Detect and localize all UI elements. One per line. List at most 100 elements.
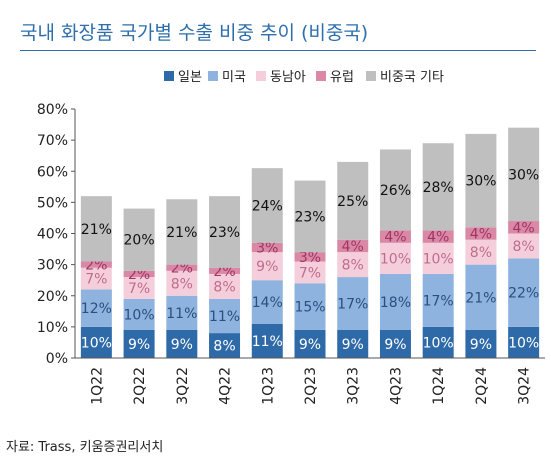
bar-segment [422,242,454,274]
bar-segment [251,252,283,281]
data-label: 8% [213,279,235,295]
y-tick-label: 30% [37,258,68,274]
bar-segment [337,277,369,330]
bar-segment [465,227,497,240]
data-label: 20% [124,233,155,249]
data-label: 30% [465,174,496,190]
data-label: 17% [337,297,368,313]
y-tick-label: 10% [37,320,68,336]
bar-segment [465,264,497,330]
data-label: 10% [423,251,454,267]
data-label: 23% [209,225,240,241]
bar-segment [379,149,411,231]
data-label: 17% [423,293,454,309]
data-label: 15% [294,300,325,316]
data-label: 26% [380,183,411,199]
data-label: 11% [166,306,197,322]
bar-segment [166,329,198,358]
data-label: 9% [171,337,193,353]
bar-segment [508,233,540,259]
x-tick-label: 3Q23 [346,367,362,405]
bar-segment [337,329,369,358]
legend-swatch [164,71,174,81]
data-label: 8% [470,245,492,261]
bar-segment [123,270,155,278]
bar-segment [422,326,454,358]
bar-segment [123,208,155,271]
data-label: 10% [423,335,454,351]
bar-segment [251,280,283,324]
x-tick-label: 4Q23 [388,367,404,405]
legend-label: 일본 [178,70,202,85]
bar-segment [209,196,241,268]
bar-segment [337,161,369,240]
bar-segment [422,230,454,243]
bar-segment [465,133,497,228]
data-label: 7% [128,281,150,297]
bar-segment [422,273,454,327]
bar-segment [294,283,326,330]
bar-segment [379,329,411,358]
bar-segment [465,329,497,358]
x-tick-label: 2Q24 [474,367,490,405]
data-label: 21% [465,290,496,306]
data-label: 8% [171,276,193,292]
data-label: 30% [508,167,539,183]
legend-swatch [316,71,326,81]
data-label: 21% [166,225,197,241]
bar-segment [508,326,540,358]
data-label: 9% [299,337,321,353]
data-label: 3% [299,250,321,266]
x-tick-label: 2Q23 [303,367,319,405]
x-tick-label: 1Q24 [431,367,447,405]
y-tick-label: 0% [46,351,68,367]
data-label: 22% [508,286,539,302]
data-label: 11% [209,309,240,325]
bar-segment [294,252,326,262]
data-label: 7% [85,272,107,288]
data-label: 10% [81,335,112,351]
data-label: 24% [252,198,283,214]
data-label: 4% [384,230,406,246]
legend-label: 미국 [222,70,246,85]
data-label: 9% [128,337,150,353]
bar-segment [379,273,411,330]
bar-segment [294,261,326,284]
data-label: 25% [337,194,368,210]
data-label: 2% [85,258,107,274]
bar-segment [508,221,540,234]
legend-swatch [208,71,218,81]
legend-label: 동남아 [270,70,306,85]
bar-segment [209,333,241,358]
bar-segment [294,329,326,358]
stacked-bar-chart: 일본 미국 동남아 유럽 비중국 기타 0% 10% 20% 30% 40% 50% 60% 70% 80… [37,70,545,405]
legend-swatch [256,71,266,81]
bar-segment [166,264,198,271]
bar-segment [337,252,369,278]
data-label: 2% [213,264,235,280]
bar-segment [80,267,112,290]
data-label: 8% [213,339,235,355]
legend-swatch [366,71,376,81]
x-tick-label: 2Q22 [132,367,148,405]
bar-segment [379,242,411,274]
bar-segment [80,289,112,327]
bar-segment [123,329,155,358]
bar-segment [337,239,369,253]
bar-segment [379,230,411,243]
data-label: 11% [252,334,283,350]
bar-segment [80,326,112,358]
x-tick-label: 1Q23 [260,367,276,405]
chart-title: 국내 화장품 국가별 수출 비중 추이 (비중국) [20,22,369,44]
x-tick-label: 3Q22 [175,367,191,405]
y-tick-label: 40% [37,227,68,243]
bar-segment [80,196,112,262]
data-label: 2% [171,261,193,277]
x-tick-label: 4Q22 [218,367,234,405]
data-label: 7% [299,265,321,281]
data-label: 2% [128,267,150,283]
data-label: 21% [81,222,112,238]
y-tick-label: 80% [37,102,68,118]
bar-segment [209,273,241,299]
data-label: 18% [380,295,411,311]
